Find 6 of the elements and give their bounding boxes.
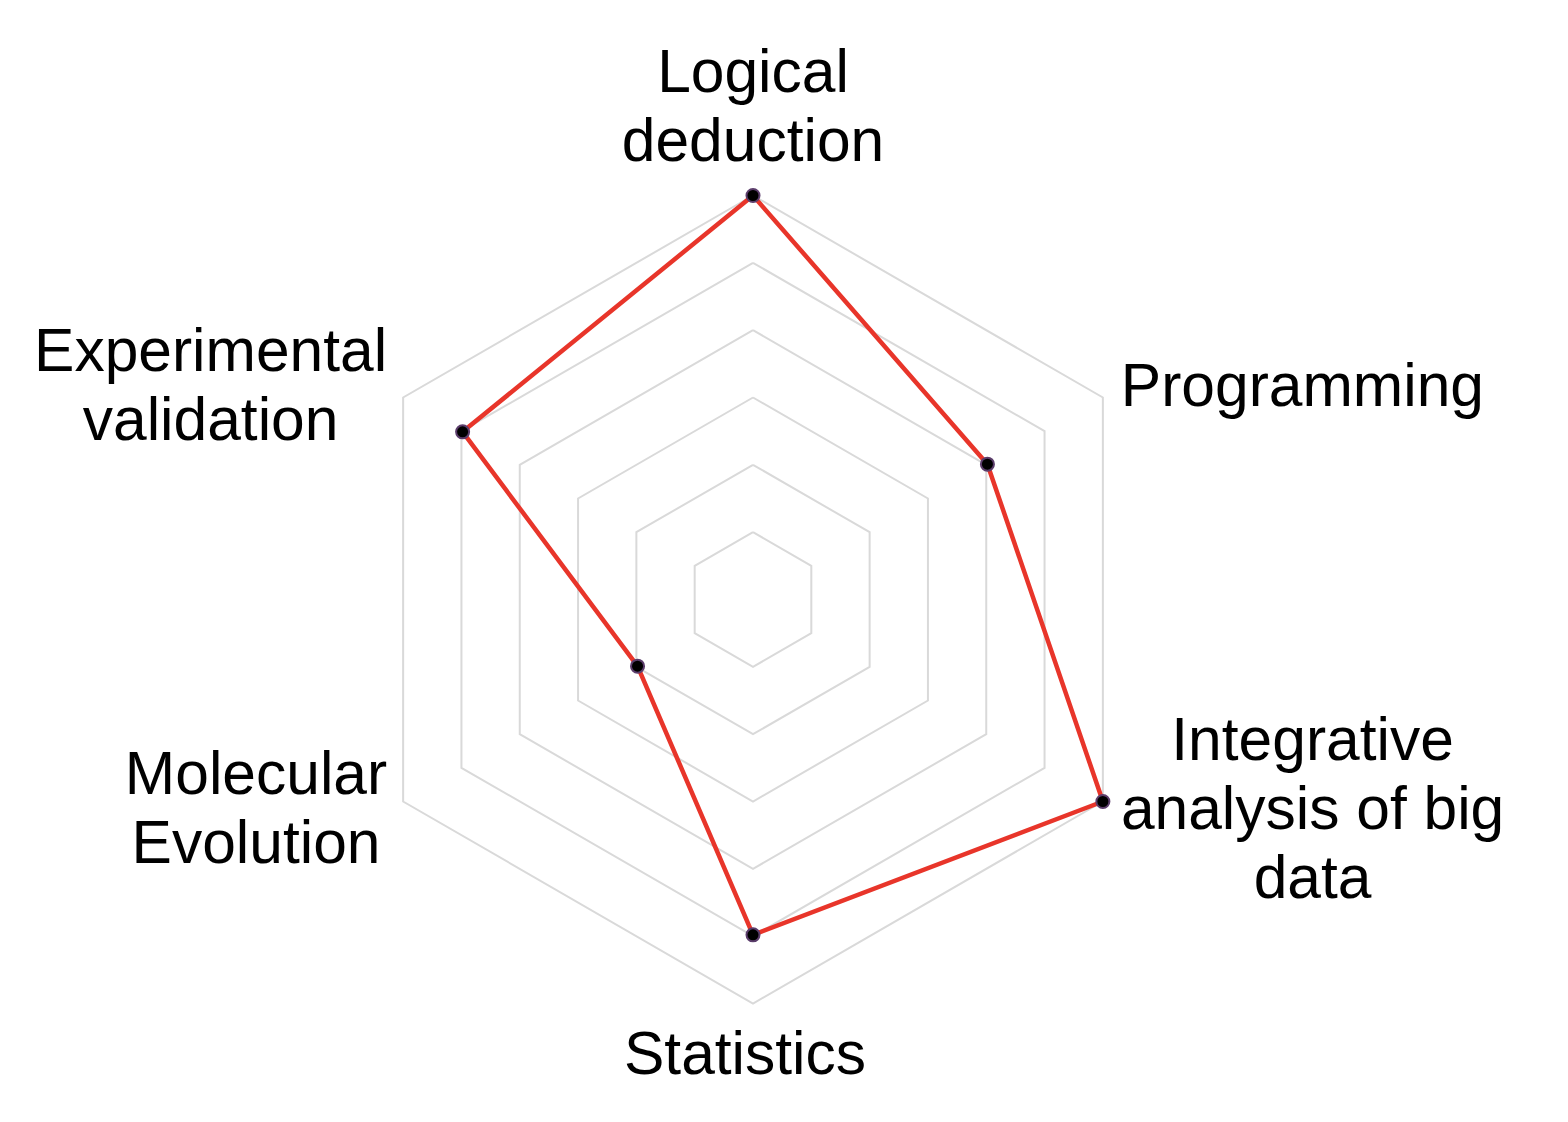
spoke-label: Statistics — [623, 1018, 867, 1087]
spoke-label: Experimental validation — [34, 316, 388, 453]
spoke-label: Programming — [1120, 350, 1484, 419]
spoke-label: Molecular Evolution — [124, 739, 388, 876]
spoke-label: Logical deduction — [621, 36, 885, 174]
spoke-label: Integrative analysis of big data — [1120, 704, 1505, 911]
